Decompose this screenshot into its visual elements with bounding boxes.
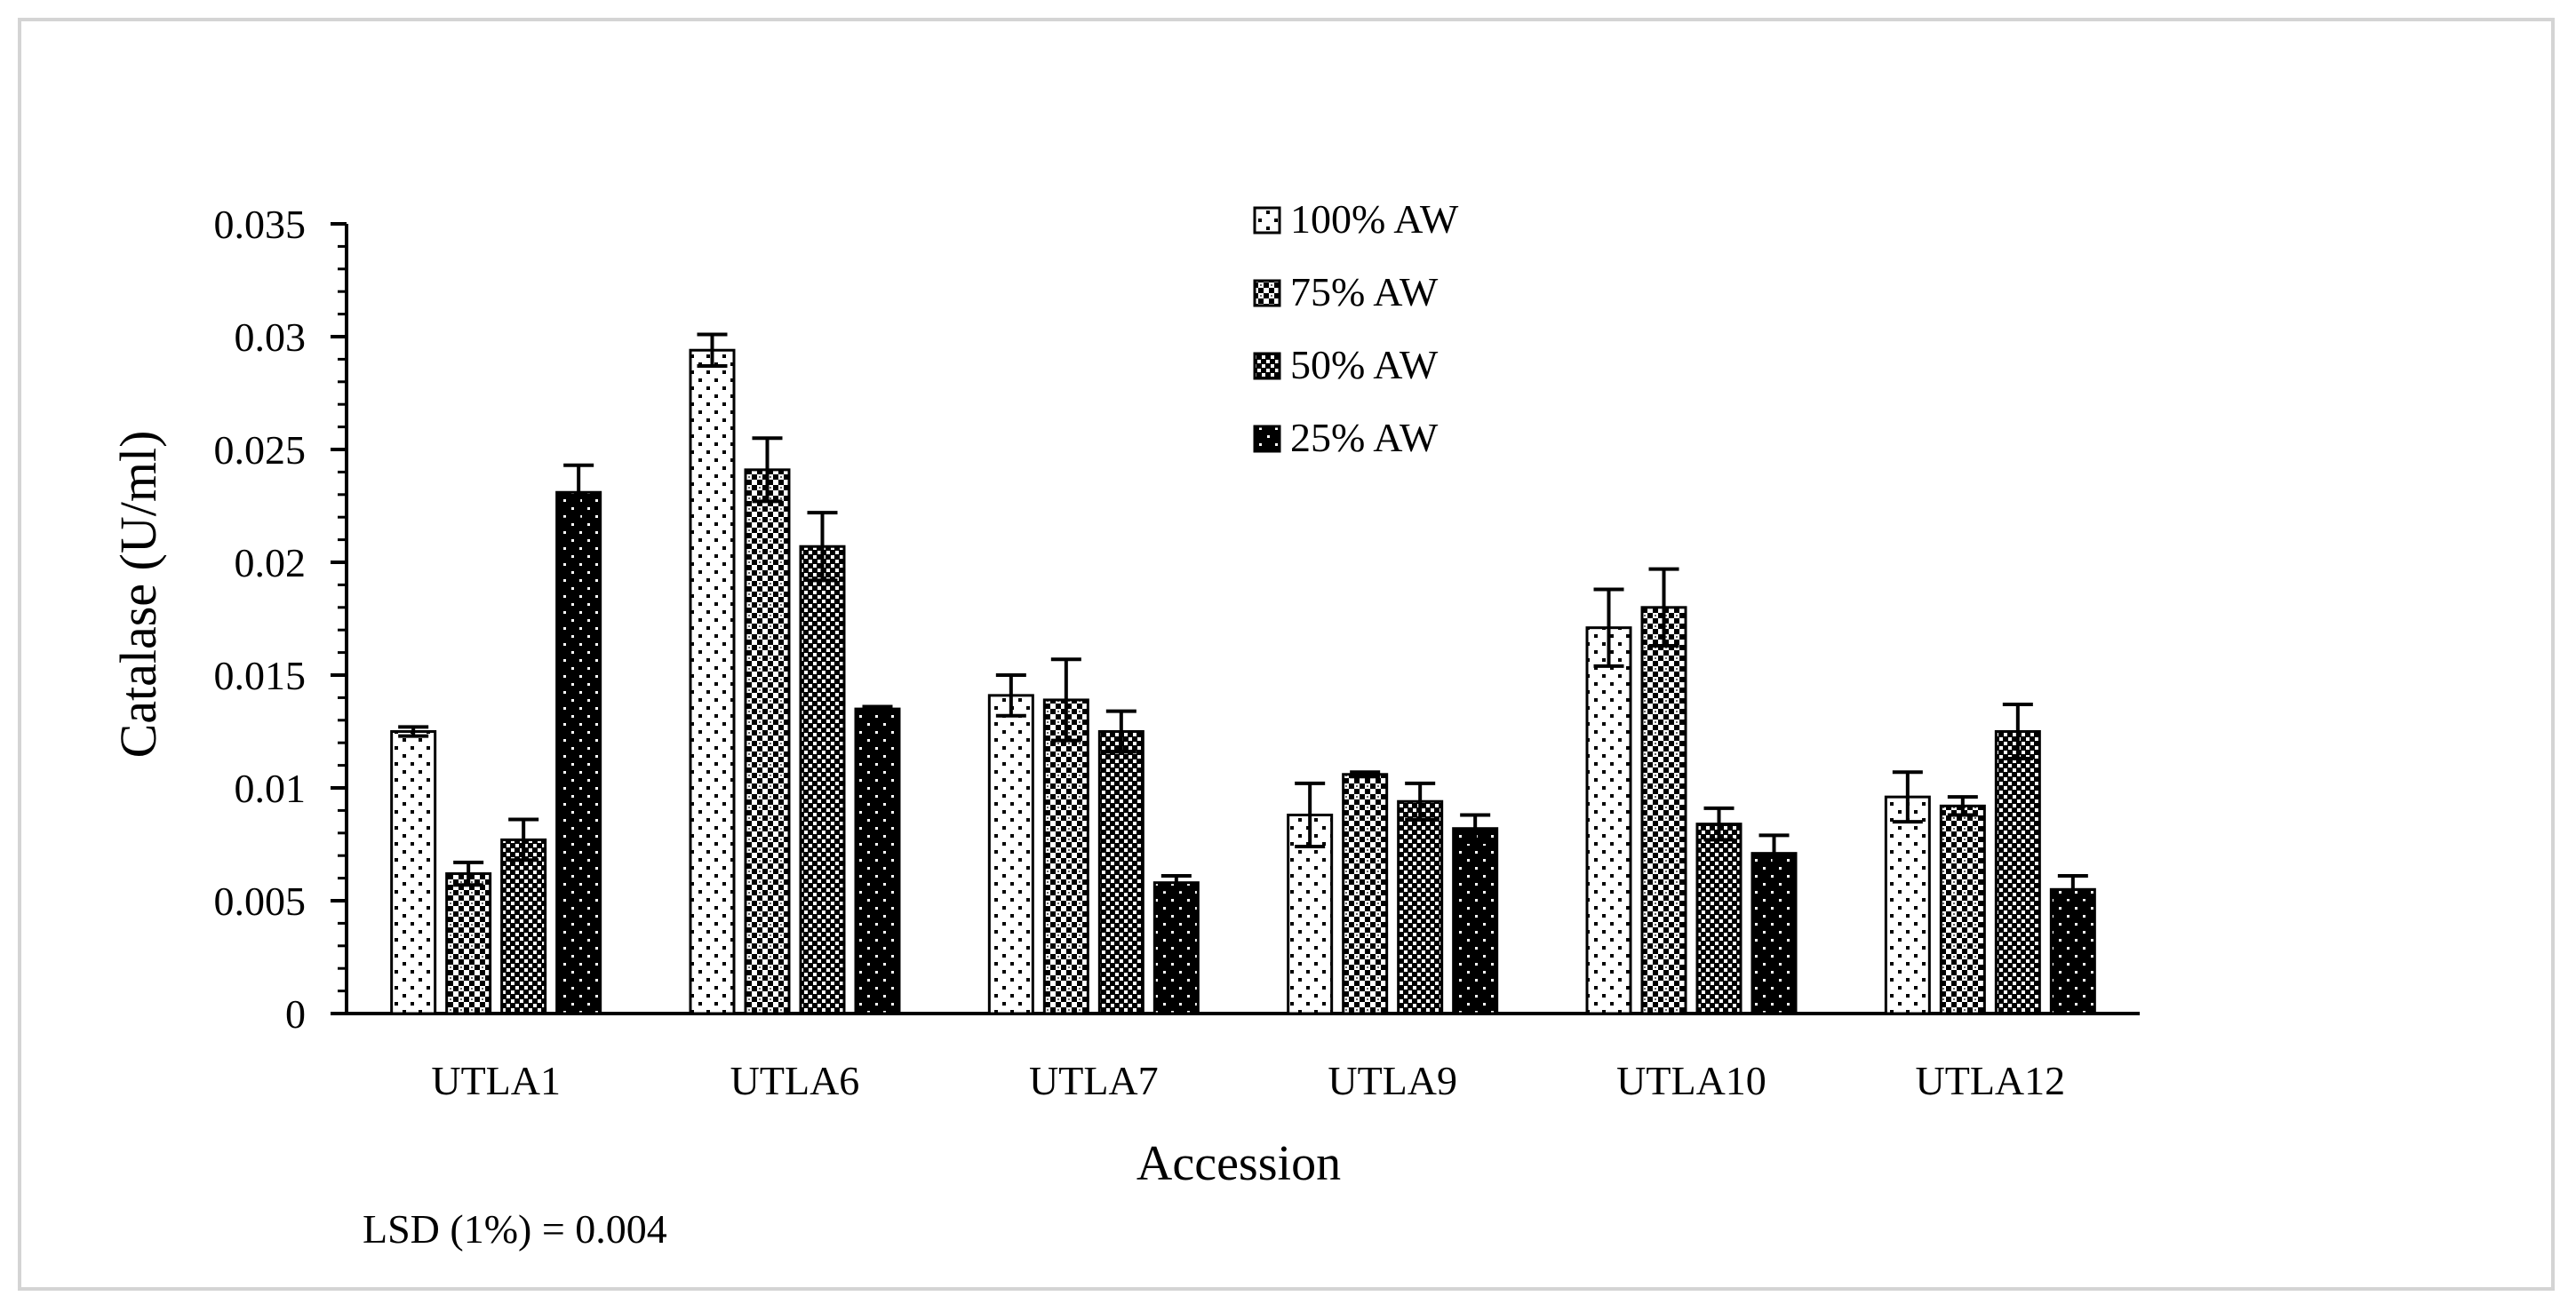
y-tick-label: 0.015 (214, 653, 307, 698)
y-tick-label: 0.01 (235, 766, 307, 811)
x-tick-label: UTLA1 (431, 1058, 561, 1103)
y-tick-label: 0.025 (214, 427, 307, 473)
y-axis-title: Catalase (U/ml) (109, 431, 167, 759)
x-tick-label: UTLA12 (1916, 1058, 2066, 1103)
bar (1042, 698, 1089, 1015)
bar (390, 730, 437, 1015)
x-axis: UTLA1 UTLA6 UTLA7 UTLA9 UTLA10 UTLA12 (345, 1012, 2140, 1103)
bar (689, 348, 736, 1015)
legend-label: 50% AW (1290, 342, 1439, 387)
bar (445, 872, 492, 1015)
legend-swatch (1253, 279, 1281, 307)
y-tick-label: 0.03 (235, 314, 307, 360)
bar (1640, 606, 1687, 1015)
legend-label: 75% AW (1290, 269, 1439, 314)
x-tick-label: UTLA10 (1616, 1058, 1767, 1103)
x-tick-label: UTLA7 (1029, 1058, 1159, 1103)
bar (1994, 730, 2041, 1015)
bar (500, 838, 547, 1015)
bar (1397, 799, 1444, 1015)
bar (1695, 823, 1743, 1015)
legend-swatch (1253, 206, 1281, 235)
bars (390, 332, 2096, 1015)
x-tick-label: UTLA6 (730, 1058, 860, 1103)
y-axis: 0 0.005 0.01 0.015 0.02 0.025 0.03 0.035 (214, 202, 348, 1037)
legend: 100% AW 75% AW 50% AW 25% AW (1253, 196, 1459, 460)
bar (1342, 773, 1389, 1015)
x-axis-title: Accession (1136, 1136, 1341, 1191)
y-tick-label: 0.02 (235, 540, 307, 585)
y-tick-label: 0 (285, 991, 306, 1037)
y-tick-label: 0.005 (214, 879, 307, 924)
x-tick-label: UTLA9 (1328, 1058, 1457, 1103)
lsd-note: LSD (1%) = 0.004 (363, 1206, 667, 1252)
bar (1751, 852, 1798, 1015)
figure-frame (18, 18, 2555, 1291)
legend-label: 25% AW (1290, 415, 1439, 460)
bar (744, 468, 791, 1015)
bar (799, 545, 846, 1015)
bar (2049, 887, 2096, 1015)
bar (1585, 626, 1632, 1015)
y-tick-label: 0.035 (214, 202, 307, 247)
bar (987, 694, 1034, 1015)
bar (1452, 827, 1499, 1015)
bar (1097, 730, 1144, 1015)
legend-swatch (1253, 425, 1281, 453)
bar (1152, 881, 1200, 1015)
bar (1939, 804, 1986, 1015)
legend-swatch (1253, 352, 1281, 380)
bar (854, 707, 901, 1015)
bar (555, 490, 602, 1015)
bar (1884, 795, 1931, 1015)
legend-label: 100% AW (1290, 196, 1459, 242)
